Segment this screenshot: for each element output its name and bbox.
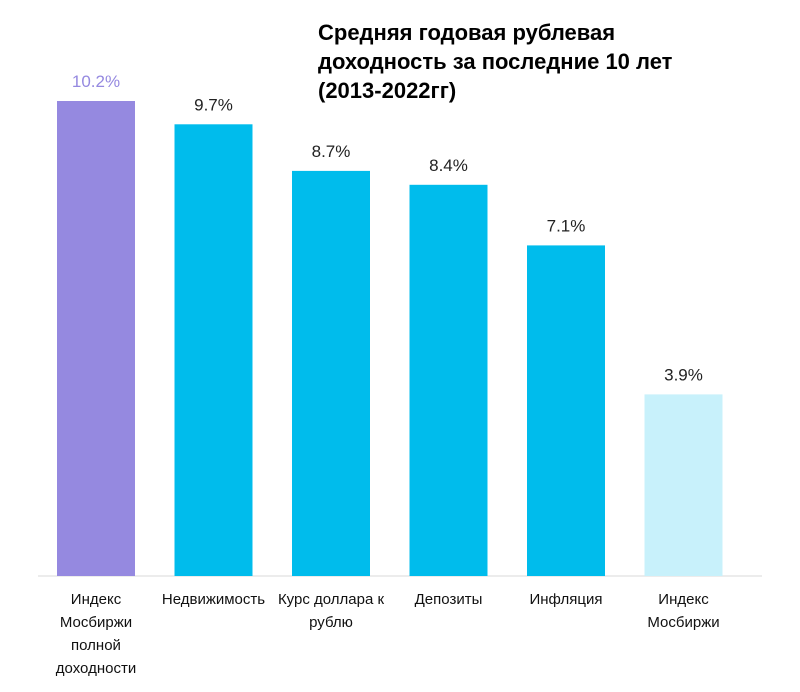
chart-title: Средняя годовая рублевая доходность за п… [318, 18, 758, 105]
category-label-1-line-0: Недвижимость [161, 591, 266, 608]
bar-2 [292, 170, 370, 576]
category-label-3-line-0: Депозиты [414, 591, 483, 608]
value-label-3: 8.4% [429, 156, 468, 175]
category-label-4: Инфляция [506, 588, 626, 611]
value-label-1: 9.7% [194, 95, 233, 114]
category-label-5-line-1: Мосбиржи [647, 614, 720, 631]
category-label-0-line-1: Мосбиржи [59, 614, 133, 631]
bar-0 [57, 101, 135, 576]
bar-1 [174, 124, 253, 577]
chart-title-line-1: Средняя годовая рублевая [318, 20, 616, 45]
value-labels-group: 10.2% 9.7% 8.7% 8.4% 7.1% 3.9% [72, 72, 703, 384]
value-label-4: 7.1% [547, 216, 586, 235]
category-label-0-line-0: Индекс [70, 591, 122, 608]
category-label-2-line-1: рублю [309, 614, 353, 631]
category-label-2: Курс доллара к рублю [271, 588, 391, 634]
value-label-2: 8.7% [312, 142, 351, 161]
category-label-4-line-0: Инфляция [529, 591, 603, 608]
category-label-5: Индекс Мосбиржи [624, 588, 744, 634]
category-label-0-line-2: полной [71, 637, 121, 654]
chart-title-line-3: (2013-2022гг) [318, 78, 457, 103]
category-label-3: Депозиты [389, 588, 509, 611]
bar-4 [527, 245, 605, 576]
bar-3 [409, 184, 488, 577]
category-label-0-line-3: доходности [55, 660, 137, 677]
bar-5 [644, 394, 723, 576]
bars-group [57, 101, 723, 577]
category-label-1: Недвижимость [154, 588, 274, 611]
value-label-5: 3.9% [664, 365, 703, 384]
value-label-0: 10.2% [72, 72, 120, 91]
category-label-0: Индекс Мосбиржи полной доходности [36, 588, 156, 680]
category-label-5-line-0: Индекс [658, 591, 709, 608]
chart-title-line-2: доходность за последние 10 лет [318, 49, 673, 74]
category-label-2-line-0: Курс доллара к [277, 591, 385, 608]
